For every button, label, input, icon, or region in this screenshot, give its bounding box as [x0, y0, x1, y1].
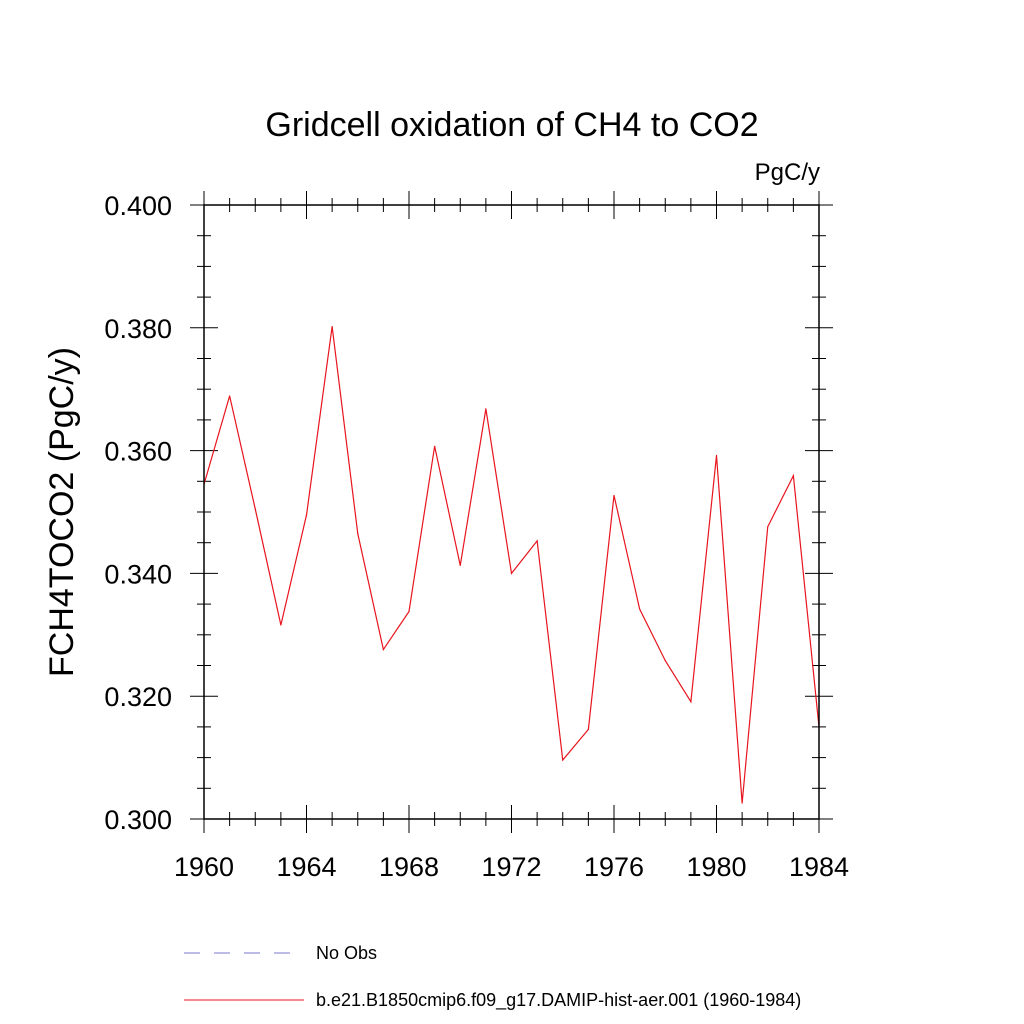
- data-point: [254, 508, 256, 510]
- data-point: [741, 802, 743, 804]
- x-tick-label: 1972: [481, 852, 541, 882]
- legend-label-model-run: b.e21.B1850cmip6.f09_g17.DAMIP-hist-aer.…: [316, 990, 801, 1011]
- plot-frame: [203, 204, 820, 820]
- data-point: [690, 701, 692, 703]
- data-point: [382, 648, 384, 651]
- series-line: [203, 326, 820, 804]
- y-tick-label: 0.300: [104, 805, 172, 835]
- x-tick-label: 1980: [686, 852, 746, 882]
- data-point: [664, 659, 666, 662]
- data-point: [587, 728, 589, 730]
- x-tick-label: 1960: [174, 852, 234, 882]
- x-tick-label: 1964: [276, 852, 336, 882]
- data-point: [331, 325, 333, 328]
- data-point: [792, 475, 794, 477]
- data-point: [639, 608, 641, 610]
- units-label: PgC/y: [755, 159, 820, 186]
- data-point: [229, 395, 231, 397]
- x-tick-label: 1976: [584, 852, 644, 882]
- data-point: [305, 514, 308, 516]
- y-tick-label: 0.340: [104, 559, 172, 589]
- data-point: [767, 526, 769, 528]
- data-point: [485, 408, 487, 410]
- y-tick-label: 0.360: [104, 437, 172, 467]
- y-tick-label: 0.320: [104, 682, 172, 712]
- axis-ticks: [190, 191, 833, 833]
- data-point: [536, 540, 538, 542]
- data-point: [459, 564, 461, 567]
- y-tick-label: 0.400: [104, 191, 172, 221]
- data-point: [408, 610, 410, 613]
- series-layer: [203, 325, 820, 804]
- data-point: [613, 494, 615, 497]
- chart-title: Gridcell oxidation of CH4 to CO2: [265, 106, 758, 144]
- data-point: [715, 454, 718, 457]
- legend-label-no-obs: No Obs: [316, 943, 377, 963]
- y-tick-label: 0.380: [104, 314, 172, 344]
- data-point: [562, 759, 564, 761]
- x-tick-label: 1968: [379, 852, 439, 882]
- y-axis-label: FCH4TOCO2 (PgC/y): [43, 347, 81, 677]
- data-point: [357, 532, 359, 535]
- x-tick-label: 1984: [789, 852, 849, 882]
- tick-labels: 1960 1964 1968 1972 1976 1980 1984 0.300 0.320 0.…: [104, 191, 849, 882]
- data-point: [510, 572, 513, 575]
- data-point: [280, 624, 282, 626]
- legend: No Obs b.e21.B1850cmip6.f09_g17.DAMIP-hi…: [184, 943, 801, 1011]
- data-point: [434, 445, 436, 447]
